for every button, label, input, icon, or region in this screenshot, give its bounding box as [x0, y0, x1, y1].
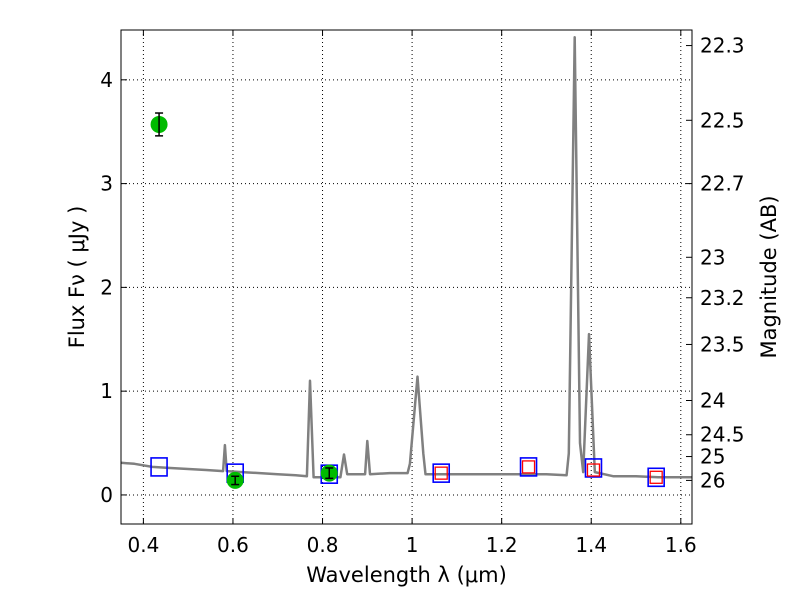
x-tick-label: 1.2	[486, 533, 518, 557]
mag-tick-label: 24.5	[700, 423, 745, 447]
y-tick-label: 0	[100, 483, 113, 507]
y2-axis-label: Magnitude (AB)	[757, 195, 781, 358]
mag-tick-label: 23.5	[700, 332, 745, 356]
model-flux-marker	[584, 458, 603, 478]
observed-flux-square	[586, 463, 601, 477]
model-flux-marker	[432, 463, 451, 483]
observed-flux-square	[434, 466, 448, 480]
model-flux-marker	[150, 457, 168, 477]
series-group	[121, 36, 692, 489]
observed-flux-square	[521, 460, 536, 474]
mag-tick-label: 22.7	[700, 172, 745, 196]
model-flux-marker	[647, 467, 665, 488]
y-tick-label: 2	[100, 275, 113, 299]
mag-tick-label: 22.5	[700, 108, 745, 132]
mag-tick-label: 23	[700, 245, 725, 269]
mag-tick-label: 25	[700, 445, 725, 469]
y-tick-label: 1	[100, 379, 113, 403]
model-spectrum-line	[121, 36, 692, 479]
x-tick-label: 1.4	[575, 533, 607, 557]
x-axis-label: Wavelength λ (μm)	[306, 563, 507, 587]
mag-tick-label: 26	[700, 468, 725, 492]
y-tick-label: 3	[100, 172, 113, 196]
mag-tick-label: 22.3	[700, 34, 745, 58]
mag-tick-label: 23.2	[700, 286, 745, 310]
x-tick-label: 1.6	[665, 533, 697, 557]
x-tick-label: 0.8	[307, 533, 339, 557]
observed-flux-square	[649, 470, 663, 484]
model-flux-marker	[519, 457, 538, 477]
y-axis-label: Flux Fν ( μJy )	[65, 206, 89, 349]
x-tick-label: 0.6	[217, 533, 249, 557]
plot-frame	[120, 29, 693, 525]
mag-tick-label: 24	[700, 389, 725, 413]
x-tick-label: 0.4	[127, 533, 159, 557]
ticks: 0.4 0.6 0.8 1 1.2 1.4 1.60123422.322.522.72323…	[100, 30, 745, 557]
y-tick-label: 4	[100, 68, 113, 92]
x-tick-label: 1	[406, 533, 419, 557]
plot-area	[121, 36, 692, 489]
